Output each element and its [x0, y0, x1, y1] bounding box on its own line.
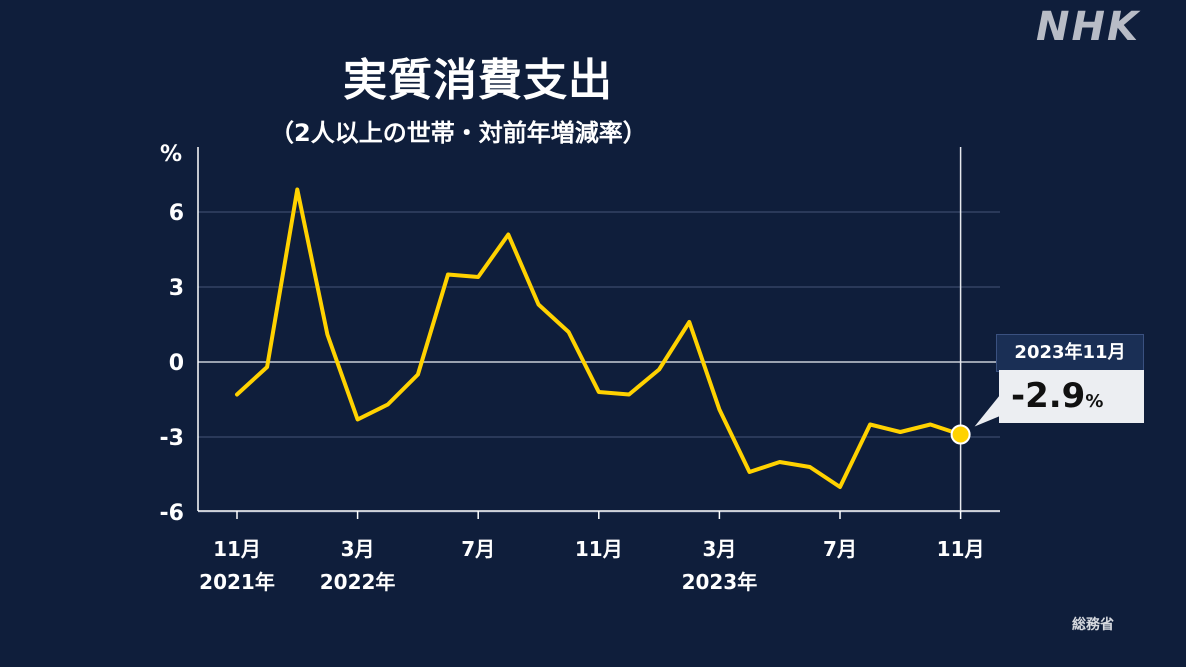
x-tick-year-label: 2022年 [320, 570, 396, 594]
y-tick-label: -6 [160, 501, 184, 526]
y-tick-label: 3 [169, 276, 184, 301]
callout-value: -2.9 [1011, 376, 1086, 416]
x-tick-year-label: 2021年 [199, 570, 275, 594]
source-label: 総務省 [1072, 617, 1114, 633]
y-tick-label: 6 [169, 201, 184, 226]
y-tick-label: -3 [160, 426, 184, 451]
x-tick-label: 7月 [823, 537, 857, 561]
callout-value-box: -2.9% [999, 370, 1144, 423]
x-tick-label: 7月 [461, 537, 495, 561]
x-tick-label: 11月 [575, 537, 623, 561]
y-tick-label: 0 [169, 351, 184, 376]
x-tick-label: 3月 [702, 537, 736, 561]
x-tick-label: 11月 [213, 537, 261, 561]
grid-layer [198, 211, 1000, 513]
axis-layer [197, 147, 1000, 519]
nhk-logo: NHK [1036, 4, 1140, 50]
chart-subtitle: （2人以上の世帯・対前年増減率） [270, 119, 647, 147]
series-layer [235, 187, 1000, 489]
x-tick-label: 11月 [937, 537, 985, 561]
x-tick-label: 3月 [341, 537, 375, 561]
label-layer: 6 3 0 -3 -6% 11月 2021年 3月 2022年 7月 11月 3月 2023年 7月 11月 [160, 142, 985, 594]
callout-pointer [974, 395, 1000, 427]
series-line [235, 187, 963, 489]
latest-data-point [950, 424, 971, 445]
x-tick-year-label: 2023年 [682, 570, 758, 594]
chart-title: 実質消費支出 [343, 55, 613, 106]
callout-date: 2023年11月 [996, 334, 1144, 372]
callout-unit: % [1085, 391, 1104, 412]
y-axis-unit: % [160, 142, 182, 167]
